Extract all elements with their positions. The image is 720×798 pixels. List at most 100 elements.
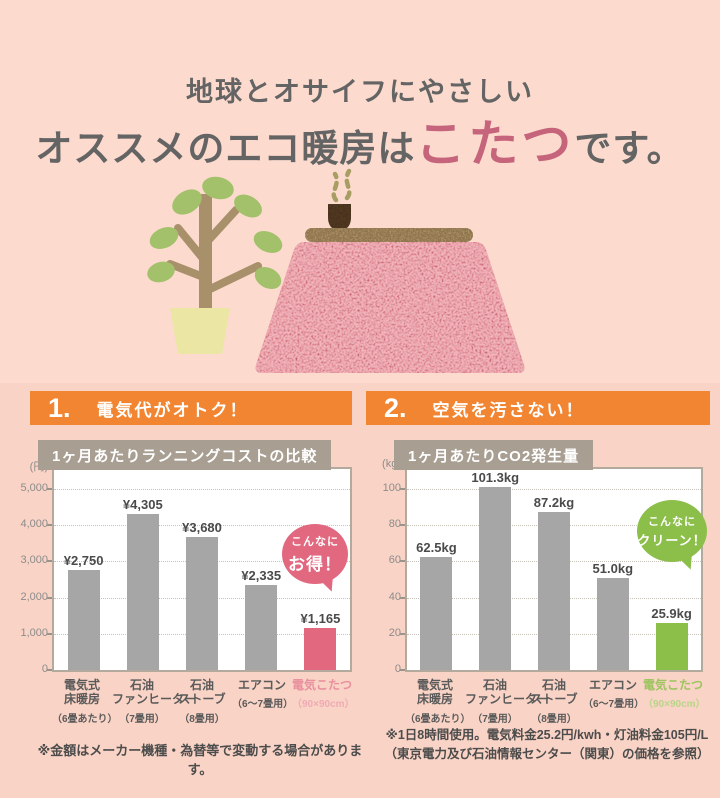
bar-slot: 25.9kg <box>642 606 701 670</box>
bar-slot: ¥2,335 <box>232 568 291 670</box>
kotatsu-blanket <box>255 242 525 373</box>
bars-row: 62.5kg 101.3kg 87.2kg 51.0kg 25.9kg <box>407 469 701 670</box>
bar <box>596 577 629 670</box>
bar-value-label: 25.9kg <box>651 606 692 622</box>
y-axis-tick-label: 2,000 <box>20 590 48 603</box>
category-label-line: ストーブ <box>178 692 226 707</box>
category-label-line: 石油 <box>482 678 507 692</box>
bar <box>479 486 512 670</box>
category-label-line: ファンヒーター <box>465 692 550 707</box>
bar-value-label: ¥2,335 <box>241 568 282 584</box>
section-2-header: 2. 空気を汚さない！ <box>366 391 710 425</box>
y-axis-tick-mark <box>400 488 405 490</box>
category-label-line: 電気こたつ <box>643 678 704 692</box>
chart-title-tab: 1ヶ月あたりCO2発生量 <box>394 440 594 470</box>
running-cost-chart: 1ヶ月あたりランニングコストの比較(円)¥2,750¥4,305¥3,680¥2… <box>6 438 355 738</box>
category-label-note: （8畳用） <box>179 713 225 725</box>
y-axis-tick-label: 0 <box>41 663 48 675</box>
y-axis-tick-mark <box>47 560 52 563</box>
bar-slot: 51.0kg <box>583 561 642 670</box>
y-axis-tick-mark <box>400 560 405 563</box>
bar-value-label: 62.5kg <box>416 539 457 555</box>
grid-line <box>407 489 701 490</box>
y-axis-tick-mark <box>400 524 405 527</box>
bar <box>420 556 453 670</box>
y-axis-tick-mark <box>47 632 52 635</box>
category-label: エアコン （6〜7畳用） <box>232 678 293 725</box>
category-label: 石油 ファンヒーター （7畳用） <box>465 678 550 725</box>
category-label: 石油 ファンヒーター （7畳用） <box>112 678 197 725</box>
y-axis-tick-mark <box>400 632 405 635</box>
section-2-number: 2. <box>384 392 407 423</box>
category-label-line: 石油 <box>541 678 566 692</box>
potted-plant-icon <box>147 176 283 354</box>
bar-value-label: 87.2kg <box>533 495 575 511</box>
y-axis-tick-label: 20 <box>388 626 401 639</box>
bar-slot: ¥2,750 <box>54 553 113 670</box>
section-2-title: 空気を汚さない！ <box>432 400 585 420</box>
speech-bubble: こんなにお得！ <box>282 524 348 594</box>
bar-value-label: 51.0kg <box>592 560 634 576</box>
grid-line <box>54 489 350 490</box>
bar <box>126 514 159 670</box>
speech-bubble-line2: クリーン！ <box>637 533 707 548</box>
category-label-line: 床暖房 <box>63 692 100 707</box>
footnote-right: ※1日8時間使用。電気料金25.2円/kwh・灯油料金105円/L （東京電力及… <box>382 726 712 764</box>
category-label-note: （7畳用） <box>472 713 518 725</box>
bar <box>186 536 218 670</box>
bar-slot: 101.3kg <box>466 470 525 670</box>
category-label-note: （90×90cm） <box>292 699 355 711</box>
bar <box>245 585 278 670</box>
category-label: 電気式 床暖房 （6畳あたり） <box>52 678 118 725</box>
speech-bubble: こんなに クリーン！ <box>637 500 707 572</box>
co2-emission-chart: 1ヶ月あたりCO2発生量 (kg) 62.5kg 101.3kg 87.2kg 51.0k… <box>359 438 707 738</box>
category-label-note: （6畳あたり） <box>405 713 471 725</box>
bar-slot: ¥3,680 <box>172 520 231 670</box>
y-axis-tick-mark <box>400 669 405 671</box>
category-label-line: ファンヒーター <box>112 692 197 707</box>
category-label: 電気こたつ （90×90cm） <box>643 678 706 725</box>
category-label-line: 電気式 <box>63 678 100 692</box>
category-label-note: （8畳用） <box>531 713 577 725</box>
y-axis-tick-label: 60 <box>388 554 401 567</box>
kotatsu-tabletop <box>305 228 473 242</box>
category-label-note: （90×90cm） <box>643 699 706 711</box>
bar <box>655 623 688 670</box>
headline-line2-suffix: です。 <box>574 129 685 170</box>
category-labels-row: 電気式 床暖房 （6畳あたり） 石油 ファンヒーター （7畳用） 石油 ストーブ （8畳用） エア… <box>405 678 706 725</box>
category-label-note: （6〜7畳用） <box>583 699 645 711</box>
y-axis-tick-label: 3,000 <box>20 554 48 567</box>
kotatsu-illustration <box>147 168 525 373</box>
category-label-line: 電気式 <box>416 678 453 692</box>
footnote-right-line1: ※1日8時間使用。電気料金25.2円/kwh・灯油料金105円/L <box>385 728 709 742</box>
footnote-left: ※金額はメーカー機種・為替等で変動する場合があります。 <box>37 743 363 777</box>
plot-area: 62.5kg 101.3kg 87.2kg 51.0kg 25.9kg <box>405 467 703 672</box>
section-1-number: 1. <box>48 392 71 423</box>
bar <box>304 627 337 670</box>
section-1-header: 1. 電気代がオトク！ <box>30 391 352 425</box>
grid-line <box>54 525 350 527</box>
bar-slot: 62.5kg <box>407 540 466 670</box>
y-axis-tick-label: 40 <box>388 590 401 603</box>
y-axis-tick-mark <box>47 488 52 490</box>
headline-line1: 地球とオサイフにやさしい <box>186 77 534 107</box>
speech-bubble-line2: お得！ <box>288 555 342 574</box>
bar-value-label: ¥3,680 <box>182 519 222 535</box>
category-label-line: 電気こたつ <box>292 678 353 692</box>
y-axis-tick-label: 80 <box>388 518 401 531</box>
category-label-line: ストーブ <box>530 692 578 707</box>
headline-line2-prefix: オススメのエコ暖房は <box>35 129 416 170</box>
category-label-line: エアコン <box>588 678 637 692</box>
category-labels-row: 電気式 床暖房 （6畳あたり） 石油 ファンヒーター （7畳用） 石油 ストーブ （8畳用） エア… <box>52 678 355 725</box>
steam-icon <box>331 168 352 203</box>
y-axis-tick-label: 0 <box>394 663 401 675</box>
y-axis-tick-label: 1,000 <box>20 626 48 639</box>
teacup-icon <box>328 204 351 230</box>
category-label-line: 床暖房 <box>416 692 453 707</box>
speech-bubble-line1: こんなに <box>291 536 339 548</box>
y-axis-tick-mark <box>47 596 52 599</box>
headline-kotatsu-highlight: こたつ <box>415 116 575 172</box>
headline-line2: オススメのエコ暖房はこたつです。 <box>0 104 720 176</box>
bar-value-label: ¥1,165 <box>300 610 341 626</box>
